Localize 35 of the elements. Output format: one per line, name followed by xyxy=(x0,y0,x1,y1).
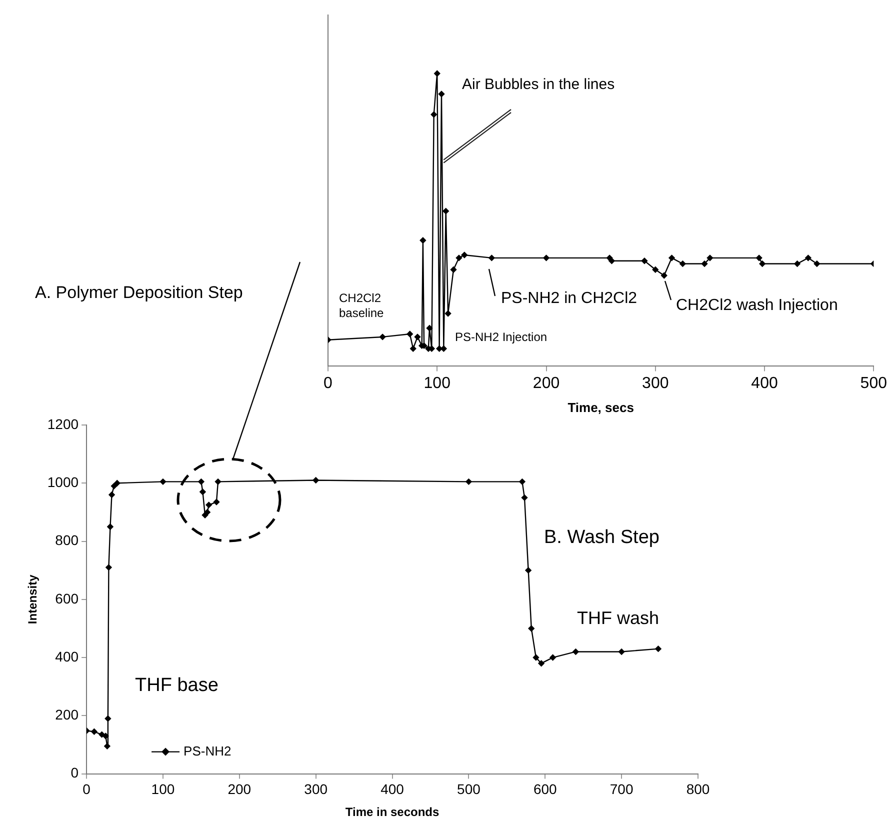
annotation: PS-NH2 Injection xyxy=(455,330,548,345)
y-axis-title: Intensity xyxy=(26,574,40,624)
annotation: THF wash xyxy=(577,607,660,630)
x-tick-label: 800 xyxy=(686,781,710,798)
x-tick-label: 200 xyxy=(532,375,560,392)
x-tick-label: 500 xyxy=(457,781,481,798)
y-tick-label: 600 xyxy=(55,590,79,606)
y-tick-label: 1000 xyxy=(47,474,79,490)
y-tick-label: 200 xyxy=(55,706,79,723)
x-tick-label: 300 xyxy=(304,781,328,798)
x-tick-label: 700 xyxy=(610,781,634,798)
x-axis-title: Time, secs xyxy=(568,400,634,415)
legend-label: PS-NH2 xyxy=(184,743,232,758)
x-tick-label: 400 xyxy=(751,375,778,392)
annotation: CH2Cl2 baseline xyxy=(339,291,385,321)
x-tick-label: 400 xyxy=(380,781,404,798)
y-tick-label: 400 xyxy=(55,648,79,664)
annotation: B. Wash Step xyxy=(544,526,660,550)
annotation: PS-NH2 in CH2Cl2 xyxy=(501,289,638,309)
x-tick-label: 600 xyxy=(533,781,558,798)
y-tick-label: 0 xyxy=(70,764,79,781)
annotation: Air Bubbles in the lines xyxy=(462,76,615,95)
annotation: CH2Cl2 wash Injection xyxy=(676,296,838,316)
annotation: THF base xyxy=(135,674,218,698)
x-axis-title: Time in seconds xyxy=(345,805,440,820)
x-tick-label: 500 xyxy=(860,375,888,392)
y-tick-label: 1200 xyxy=(47,416,79,432)
x-tick-label: 0 xyxy=(82,781,91,798)
y-tick-label: 800 xyxy=(55,532,79,548)
x-tick-label: 100 xyxy=(424,375,451,392)
x-tick-label: 200 xyxy=(228,781,252,798)
x-tick-label: 0 xyxy=(324,375,333,392)
x-tick-label: 300 xyxy=(642,375,669,392)
text: A. Polymer Deposition Step xyxy=(35,282,243,304)
x-tick-label: 100 xyxy=(151,781,175,798)
